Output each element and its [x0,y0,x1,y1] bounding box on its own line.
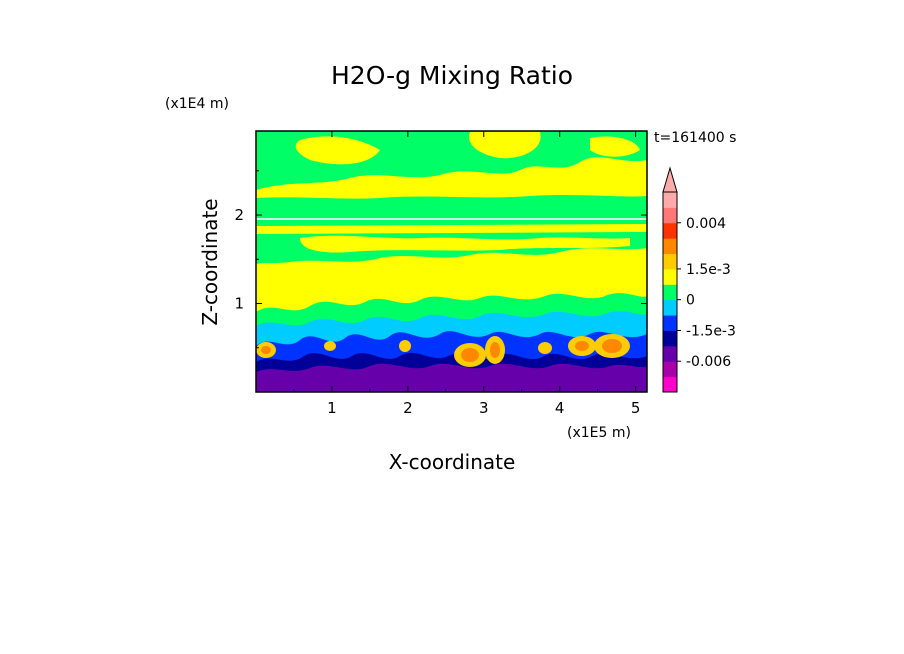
colorbar-swatch [663,222,677,239]
x-axis-ticks: 1 2 3 4 5 [293,131,641,417]
y-axis-ticks: 12 [234,170,647,349]
colorbar-swatch [663,253,677,270]
x-tick-label: 2 [403,399,413,417]
orange-cells [256,334,630,367]
chart-title: H2O-g Mixing Ratio [331,61,573,90]
colorbar-label: -1.5e-3 [686,323,736,339]
colorbar-frame [662,191,678,393]
x-tick-label: 3 [479,399,489,417]
colorbar-extension [662,166,678,193]
colorbar-swatch [663,330,677,347]
mid-yellow-streak [256,224,647,234]
orange-cell-5-core [602,339,622,353]
colorbar-swatch [663,376,677,393]
orange-cell-2-core [461,348,479,362]
x-tick-label: 1 [327,399,337,417]
upper-yellow-patch-3 [590,136,640,157]
orange-cell-3-core [490,342,500,358]
plot-area [256,131,647,392]
mid-yellow-blob [300,235,630,253]
colorbar-label: 0.004 [686,216,726,232]
colorbar-swatch [663,268,677,285]
upper-yellow-patch-2 [469,132,541,159]
colorbar-swatch [663,299,677,316]
orange-cell-6 [538,342,552,354]
orange-cell-4-core [575,341,589,351]
colorbar-label: 1.5e-3 [686,262,731,278]
orange-cell-7 [324,341,336,351]
orange-cell-1-core [261,346,271,354]
orange-cell-8 [399,340,411,352]
y-tick-label: 2 [234,206,244,224]
colorbar-swatch [663,238,677,255]
colorbar-swatch [663,345,677,362]
colorbar-swatch [663,361,677,378]
y-unit-label: (x1E4 m) [165,96,229,112]
plot-frame [255,130,648,393]
colorbar-swatch [663,192,677,208]
colorbar: 0.004 1.5e-3 0 -1.5e-3 -0.006 [662,166,736,393]
y-axis-label: Z-coordinate [198,198,222,325]
x-unit-label: (x1E5 m) [567,425,631,441]
colorbar-swatch [663,315,677,331]
time-label: t=161400 s [654,130,736,146]
colorbar-swatch [663,284,677,301]
colorbar-swatch [663,207,677,224]
colorbar-label: 0 [686,293,695,309]
colorbar-label: -0.006 [686,354,731,370]
x-tick-label: 5 [631,399,641,417]
x-axis-label: X-coordinate [389,450,516,474]
lower-purple-layer [256,363,647,392]
upper-yellow-patch-1 [295,136,380,165]
y-tick-label: 1 [234,295,244,313]
x-tick-label: 4 [555,399,565,417]
